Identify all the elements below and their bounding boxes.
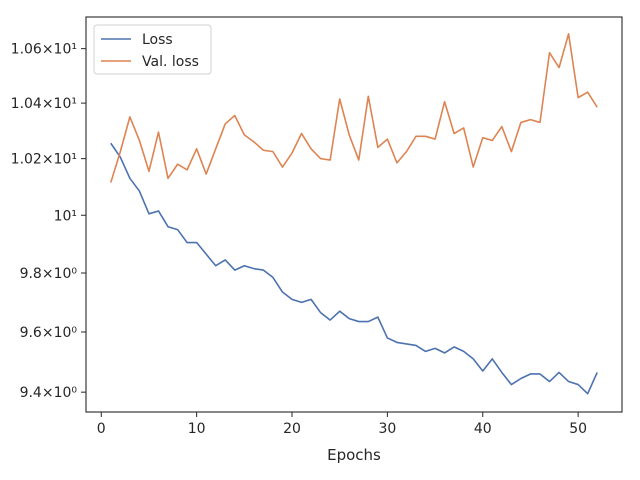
y-tick-label: 9.8×10⁰ xyxy=(20,266,78,282)
x-tick-label: 10 xyxy=(188,421,206,437)
x-tick-label: 30 xyxy=(378,421,396,437)
series-line-loss xyxy=(110,142,598,395)
y-tick-label: 1.06×10¹ xyxy=(11,42,77,58)
series-line-val-loss xyxy=(110,33,598,183)
legend: Loss Val. loss xyxy=(93,24,212,75)
x-tick-label: 20 xyxy=(283,421,301,437)
y-tick-label: 9.6×10⁰ xyxy=(20,325,78,341)
x-tick-label: 0 xyxy=(97,421,106,437)
tick-layer: 0 10 20 30 40 50 9.4×10⁰ 9.6×10⁰ 9.8×10⁰ 10¹ 1.02×… xyxy=(11,42,587,437)
y-tick-label: 1.02×10¹ xyxy=(11,152,77,168)
y-tick-label: 1.04×10¹ xyxy=(11,96,77,112)
y-tick-label: 10¹ xyxy=(54,208,77,224)
x-axis-title: Epochs xyxy=(327,446,381,464)
x-tick-label: 50 xyxy=(569,421,587,437)
plot-frame xyxy=(85,16,623,413)
legend-label-val-loss: Val. loss xyxy=(142,54,199,70)
legend-label-loss: Loss xyxy=(142,32,173,48)
series-layer xyxy=(110,33,598,395)
plot-area xyxy=(86,17,622,412)
y-tick-label: 9.4×10⁰ xyxy=(20,385,78,401)
x-tick-label: 40 xyxy=(474,421,492,437)
